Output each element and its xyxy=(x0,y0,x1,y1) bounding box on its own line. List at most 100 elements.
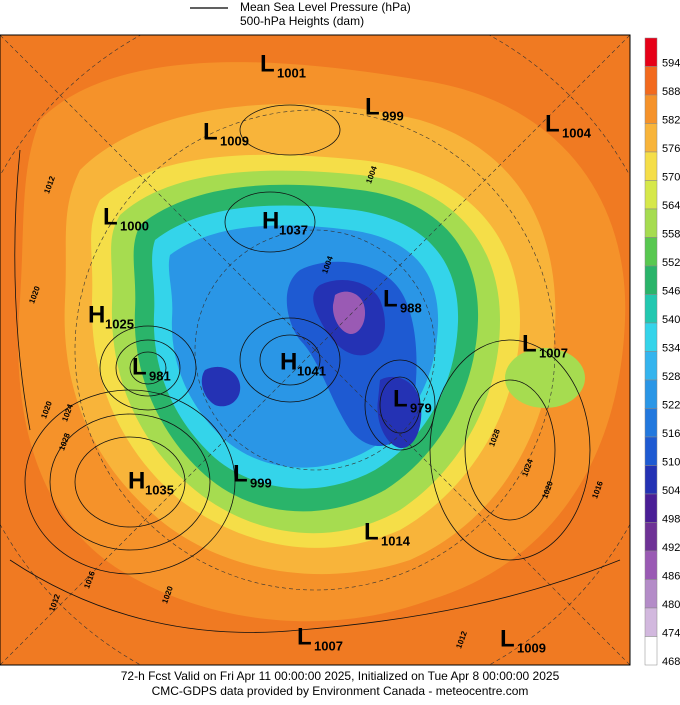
map-frame xyxy=(0,34,631,666)
colorbar-label: 504 xyxy=(662,485,680,497)
colorbar-box xyxy=(644,66,658,96)
colorbar-label: 582 xyxy=(662,115,680,127)
isobar xyxy=(464,379,556,521)
isobar xyxy=(24,389,236,575)
center-value: 999 xyxy=(250,475,272,490)
pressure-center: L 1014 xyxy=(364,518,411,548)
center-value: 1000 xyxy=(120,218,149,233)
center-value: 1035 xyxy=(145,482,174,497)
isobar xyxy=(379,376,421,434)
pressure-center: L 999 xyxy=(365,93,404,123)
colorbar-box xyxy=(644,408,658,438)
colorbar-label: 534 xyxy=(662,343,680,355)
footer-line2: CMC-GDPS data provided by Environment Ca… xyxy=(152,684,529,698)
colorbar-box xyxy=(644,237,658,267)
center-type: L xyxy=(364,518,379,545)
height-558-b xyxy=(505,348,585,408)
colorbar-label: 552 xyxy=(662,257,680,269)
colorbar-box xyxy=(644,265,658,295)
center-value: 1009 xyxy=(220,133,249,148)
center-type: L xyxy=(522,330,537,357)
latitude-circle xyxy=(74,109,556,591)
center-type: L xyxy=(233,460,248,487)
colorbar-label: 510 xyxy=(662,457,680,469)
isobar xyxy=(429,339,591,561)
meridian xyxy=(0,35,316,351)
meridian xyxy=(314,35,630,351)
pressure-center: L 1001 xyxy=(260,50,306,80)
colorbar-label: 474 xyxy=(662,628,680,640)
colorbar-label: 528 xyxy=(662,371,680,383)
colorbar-label: 546 xyxy=(662,286,680,298)
footer-line1: 72-h Fcst Valid on Fri Apr 11 00:00:00 2… xyxy=(121,669,560,683)
height-504-b xyxy=(377,376,422,449)
pressure-center: H 1037 xyxy=(262,207,308,237)
center-type: L xyxy=(500,625,515,652)
center-value: 981 xyxy=(149,368,171,383)
pressure-center: H 1041 xyxy=(280,348,326,378)
pressure-center: L 1009 xyxy=(500,625,546,655)
center-value: 1004 xyxy=(562,125,592,140)
center-type: L xyxy=(393,385,408,412)
colorbar-box xyxy=(644,607,658,637)
colorbar-label: 558 xyxy=(662,229,680,241)
colorbar-label: 588 xyxy=(662,86,680,98)
colorbar-label: 594 xyxy=(662,58,680,70)
center-type: L xyxy=(383,285,398,312)
isobar xyxy=(115,339,181,397)
legend-fill-text: 500-hPa Heights (dam) xyxy=(240,14,364,28)
colorbar-box xyxy=(644,180,658,210)
center-type: L xyxy=(365,93,380,120)
center-value: 1007 xyxy=(314,638,343,653)
isobar xyxy=(224,191,316,253)
center-type: H xyxy=(128,467,145,494)
colorbar-box xyxy=(644,522,658,552)
center-type: L xyxy=(297,623,312,650)
isobar xyxy=(364,359,436,451)
isobar xyxy=(239,104,341,156)
center-value: 999 xyxy=(382,108,404,123)
legend-line-text: Mean Sea Level Pressure (hPa) xyxy=(240,0,411,14)
colorbar-box xyxy=(644,436,658,466)
colorbar-label: 516 xyxy=(662,428,680,440)
colorbar-label: 522 xyxy=(662,400,680,412)
pressure-center: H 1025 xyxy=(88,301,134,331)
colorbar-box xyxy=(644,351,658,381)
colorbar-label: 540 xyxy=(662,314,680,326)
center-value: 1007 xyxy=(539,345,568,360)
isobar xyxy=(14,149,31,431)
pressure-center: L 988 xyxy=(383,285,422,315)
colorbar: 594 588 582 576 570 564 558 552 546 540 534 528 522 5… xyxy=(644,37,680,668)
colorbar-label: 468 xyxy=(662,656,680,668)
colorbar-box xyxy=(644,579,658,609)
pressure-center: H 1035 xyxy=(128,467,174,497)
colorbar-box xyxy=(644,94,658,124)
colorbar-box xyxy=(644,550,658,580)
colorbar-box xyxy=(644,322,658,352)
pressure-center: L 1009 xyxy=(203,118,249,148)
colorbar-box xyxy=(644,465,658,495)
meridian xyxy=(0,349,316,665)
center-type: H xyxy=(280,348,297,375)
isobar xyxy=(99,325,197,411)
colorbar-label: 498 xyxy=(662,514,680,526)
center-type: L xyxy=(132,353,147,380)
center-type: L xyxy=(260,50,275,77)
latitude-circle xyxy=(194,229,436,471)
pressure-center: L 979 xyxy=(393,385,432,415)
pressure-center: L 981 xyxy=(132,353,171,383)
meridian xyxy=(314,349,630,665)
colorbar-box xyxy=(644,123,658,153)
colorbar-label: 576 xyxy=(662,143,680,155)
colorbar-box xyxy=(644,379,658,409)
pressure-center: L 1007 xyxy=(297,623,343,653)
colorbar-box xyxy=(644,636,658,666)
colorbar-label: 480 xyxy=(662,599,680,611)
center-type: L xyxy=(103,203,118,230)
height-486 xyxy=(332,291,366,335)
colorbar-box xyxy=(644,493,658,523)
center-value: 988 xyxy=(400,300,422,315)
colorbar-label: 492 xyxy=(662,542,680,554)
